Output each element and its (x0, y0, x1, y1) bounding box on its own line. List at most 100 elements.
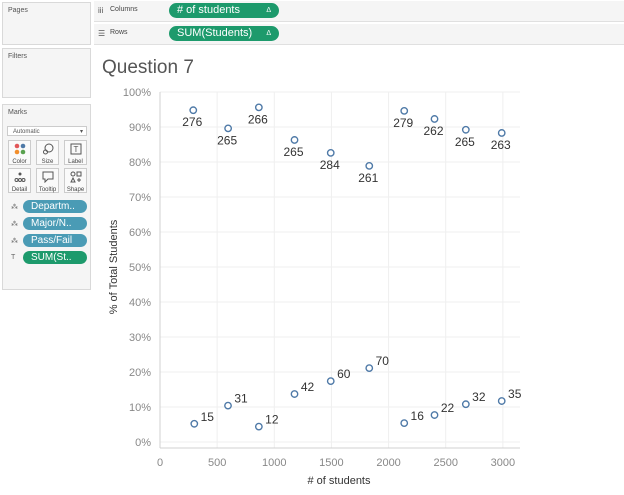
rows-label: Rows (110, 29, 128, 36)
data-point[interactable] (224, 401, 232, 410)
tooltip-icon (37, 171, 58, 187)
x-tick-label: 1500 (319, 457, 343, 469)
label-icon: T (11, 254, 16, 261)
shape-button[interactable]: Shape (64, 168, 87, 193)
data-point[interactable] (430, 411, 439, 419)
y-tick-label: 60% (129, 227, 151, 239)
rows-shelf[interactable]: ☰ Rows SUM(Students) Δ (94, 24, 624, 45)
x-tick-label: 0 (157, 457, 163, 469)
data-point[interactable] (326, 377, 335, 385)
x-tick-label: 1000 (262, 457, 286, 469)
svg-text:T: T (73, 145, 78, 154)
sum-students-pill-label: SUM(St.. (31, 252, 72, 263)
y-tick-label: 30% (129, 332, 151, 344)
detail-icon: ⁂ (11, 221, 18, 228)
data-label: 265 (455, 135, 475, 149)
tooltip-button[interactable]: Tooltip (36, 168, 59, 193)
x-tick-label: 500 (208, 457, 226, 469)
pages-panel[interactable]: Pages (2, 2, 91, 45)
pages-title: Pages (8, 7, 28, 14)
data-label: 279 (393, 116, 413, 130)
y-tick-label: 80% (129, 157, 151, 169)
data-label: 60 (337, 367, 351, 381)
delta-icon: Δ (266, 7, 271, 14)
data-point[interactable] (254, 103, 263, 112)
y-tick-label: 40% (129, 297, 151, 309)
data-point[interactable] (430, 115, 439, 123)
tooltip-button-label: Tooltip (38, 187, 57, 193)
columns-pill-label: # of students (177, 4, 240, 16)
rows-pill[interactable]: SUM(Students) Δ (169, 26, 279, 41)
pass-fail-pill-label: Pass/Fail (31, 235, 73, 246)
data-label: 266 (248, 112, 268, 126)
x-tick-label: 3000 (491, 457, 515, 469)
y-tick-label: 70% (129, 192, 151, 204)
data-point[interactable] (254, 422, 263, 431)
delta-icon: Δ (266, 30, 271, 37)
data-point[interactable] (190, 419, 199, 428)
y-tick-label: 10% (129, 402, 151, 414)
size-button[interactable]: Size (36, 140, 59, 165)
label-button[interactable]: T Label (64, 140, 87, 165)
marks-panel: Marks Automatic ▾ Color Size T Label Det… (2, 104, 91, 290)
data-point[interactable] (461, 400, 470, 409)
filters-panel[interactable]: Filters (2, 48, 91, 98)
major-pill-label: Major/N.. (31, 218, 72, 229)
data-point[interactable] (365, 161, 374, 170)
pass-fail-pill[interactable]: Pass/Fail (23, 234, 87, 247)
columns-icon: iii (98, 6, 104, 15)
data-point[interactable] (400, 419, 409, 427)
data-label: 15 (201, 410, 215, 424)
label-icon: T (65, 143, 86, 159)
department-pill[interactable]: Departm.. (23, 200, 87, 213)
y-tick-label: 20% (129, 367, 151, 379)
detail-button[interactable]: Detail (8, 168, 31, 193)
data-point[interactable] (365, 364, 374, 373)
columns-label: Columns (110, 6, 138, 13)
mark-type-dropdown[interactable]: Automatic ▾ (7, 126, 87, 136)
data-point[interactable] (400, 107, 409, 115)
data-label: 22 (441, 401, 455, 415)
data-label: 265 (217, 133, 237, 147)
sum-students-pill[interactable]: SUM(St.. (23, 251, 87, 264)
data-label: 261 (358, 171, 378, 185)
data-point[interactable] (224, 124, 233, 133)
chevron-down-icon: ▾ (79, 129, 83, 135)
shape-button-label: Shape (66, 187, 85, 193)
color-button[interactable]: Color (8, 140, 31, 165)
data-point[interactable] (497, 397, 506, 405)
x-tick-label: 2000 (376, 457, 400, 469)
y-tick-label: 100% (123, 87, 151, 99)
shape-icon (65, 171, 86, 187)
data-label: 284 (320, 158, 340, 172)
data-point[interactable] (461, 125, 470, 134)
data-label: 70 (376, 354, 390, 368)
y-tick-label: 50% (129, 262, 151, 274)
x-axis-title: # of students (308, 475, 371, 487)
detail-icon: ⁂ (11, 204, 18, 211)
size-button-label: Size (41, 159, 54, 165)
data-point[interactable] (497, 129, 506, 137)
department-pill-label: Departm.. (31, 201, 75, 212)
data-point[interactable] (290, 390, 299, 398)
filters-title: Filters (8, 53, 28, 60)
columns-pill[interactable]: # of students Δ (169, 3, 279, 18)
data-label: 265 (283, 145, 303, 159)
y-axis-title: % of Total Students (108, 219, 120, 314)
sheet-title: Question 7 (102, 57, 194, 78)
data-point[interactable] (326, 148, 335, 157)
major-pill[interactable]: Major/N.. (23, 217, 87, 230)
label-button-label: Label (68, 159, 83, 165)
data-label: 12 (265, 413, 279, 427)
color-icon (9, 143, 30, 159)
y-tick-label: 0% (135, 437, 151, 449)
data-point[interactable] (290, 136, 299, 144)
data-point[interactable] (189, 106, 198, 115)
color-button-label: Color (12, 159, 27, 165)
marks-title: Marks (8, 109, 28, 116)
rows-icon: ☰ (98, 29, 106, 38)
columns-shelf[interactable]: iii Columns # of students Δ (94, 1, 624, 22)
mark-type-value: Automatic (13, 129, 40, 135)
rows-pill-label: SUM(Students) (177, 27, 253, 39)
